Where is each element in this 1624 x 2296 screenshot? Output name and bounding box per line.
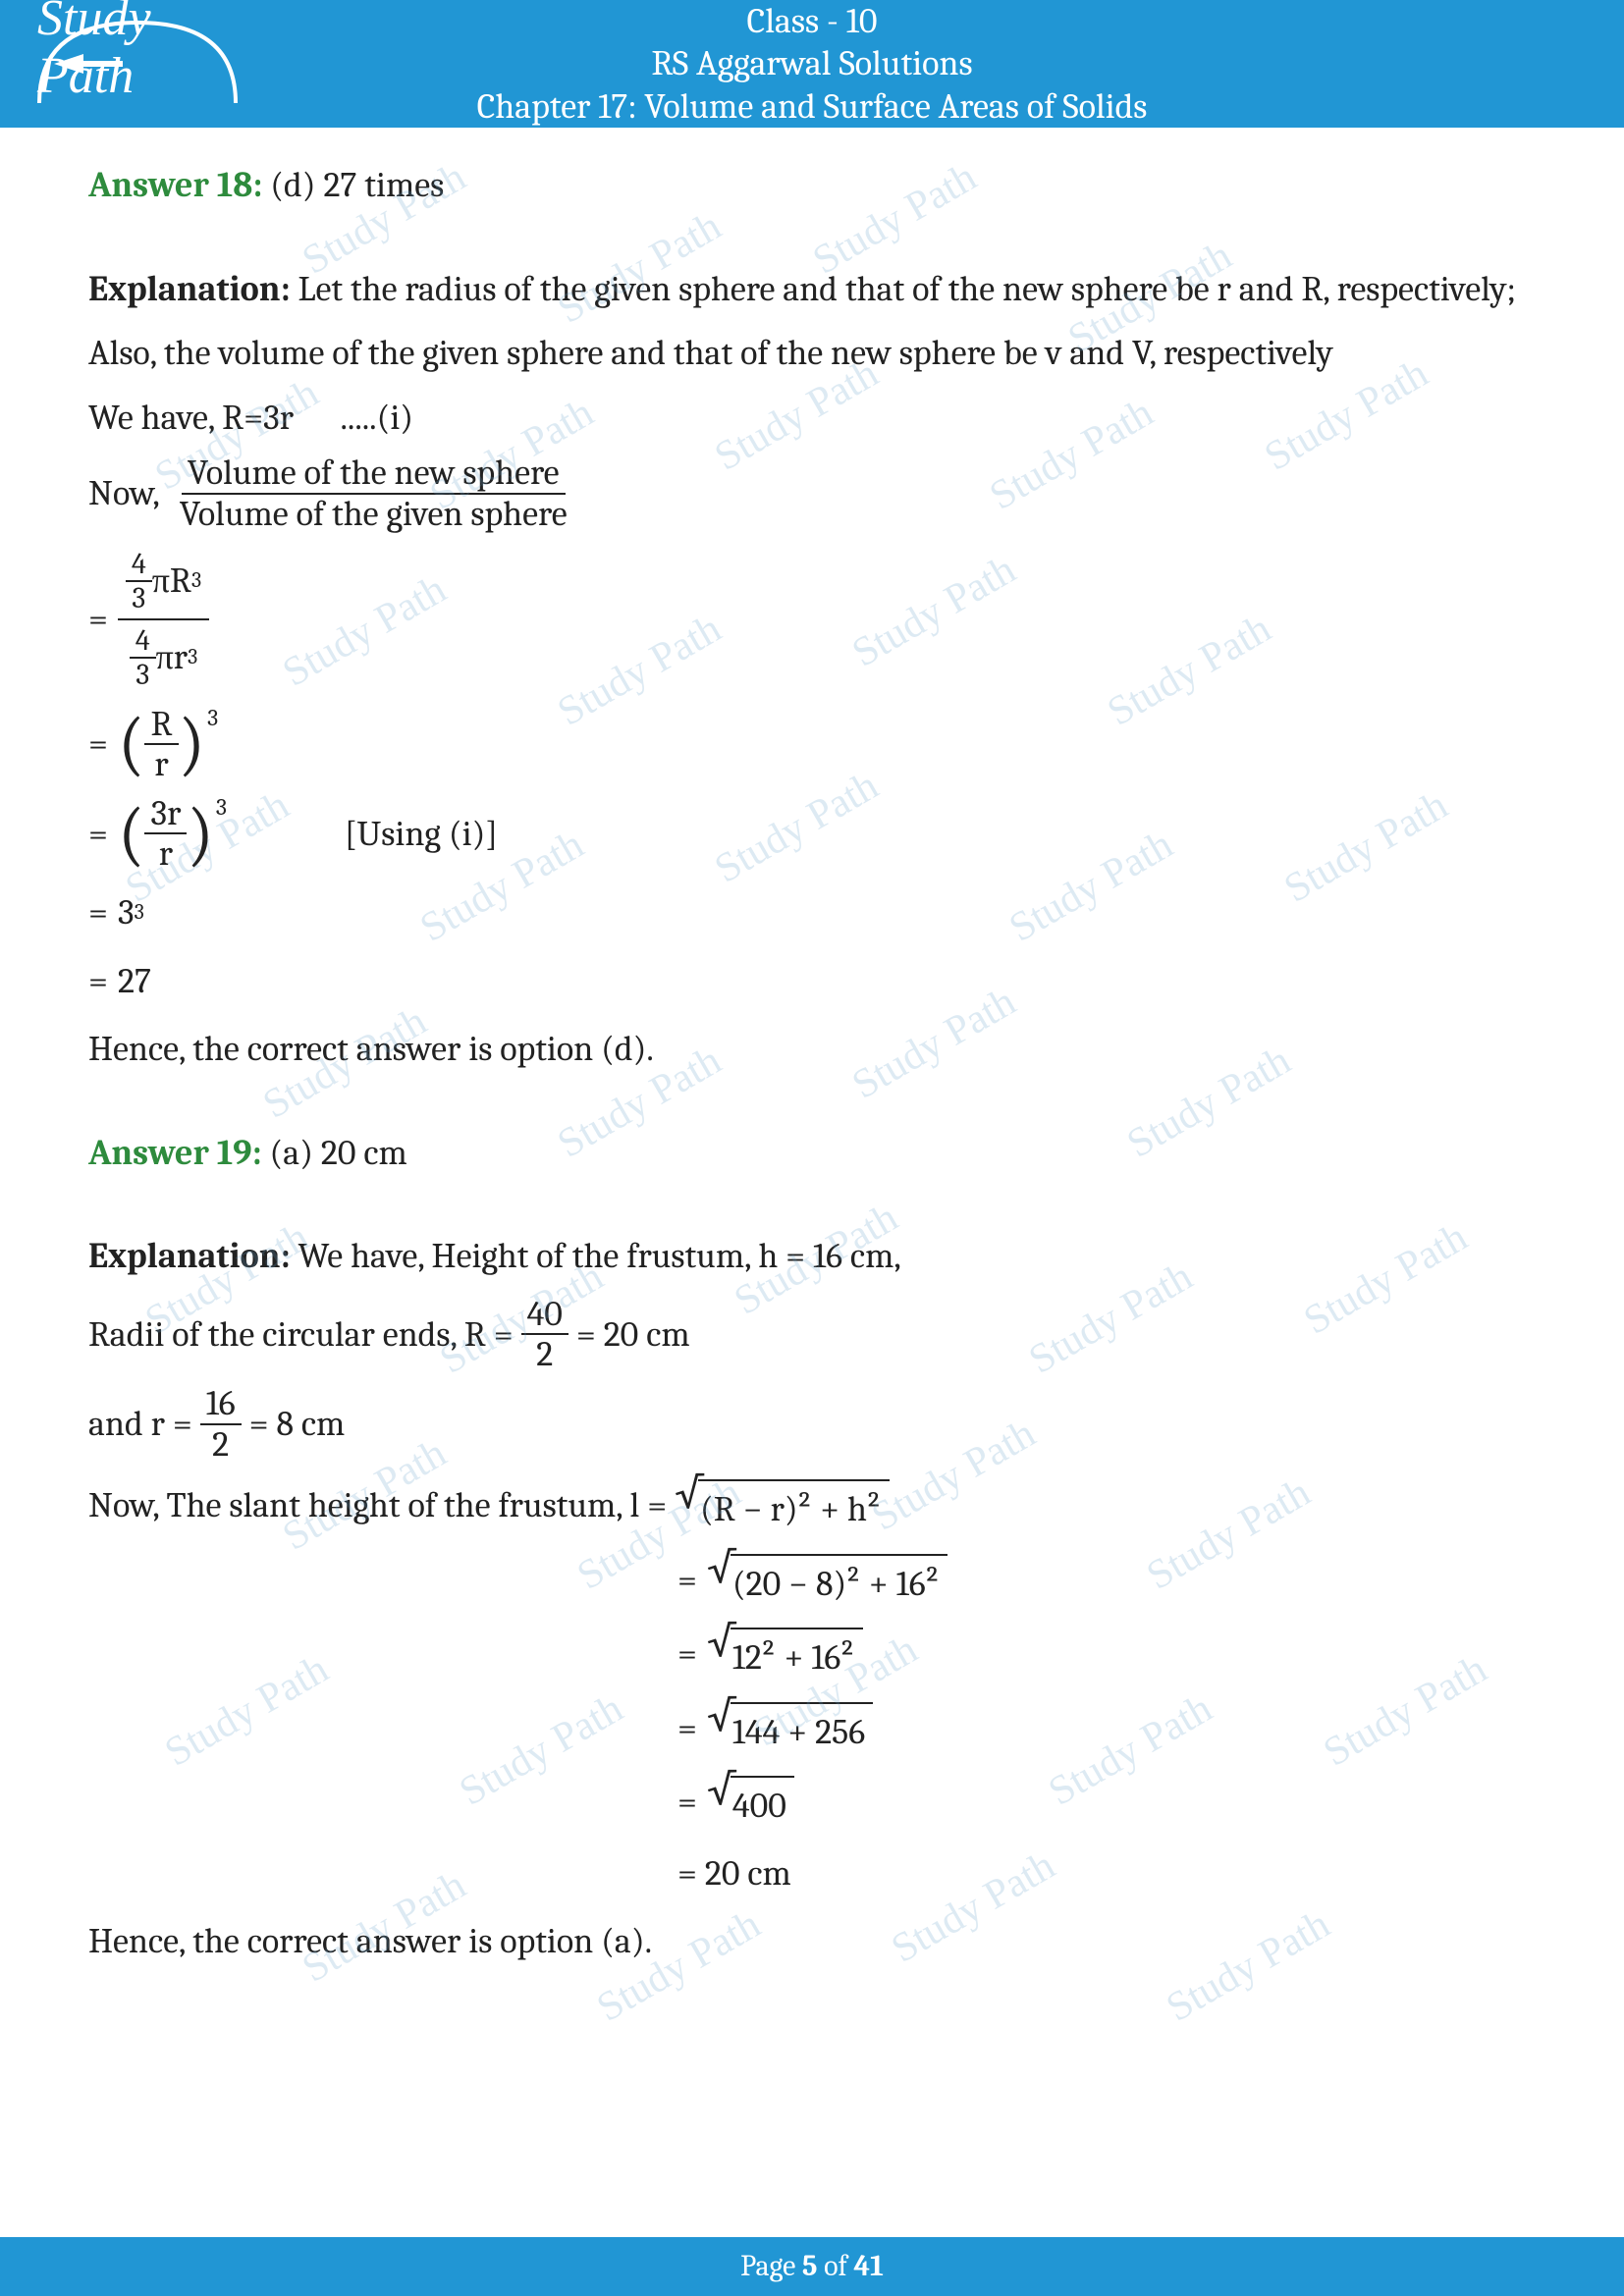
step1-coef-num2: 4 [130, 624, 156, 659]
eq-step5: = 27 [88, 952, 1536, 1011]
exp-18-line3-pre: We have, R=3r [88, 398, 294, 438]
step2-num: R [144, 705, 178, 746]
slant-sqrt1: (R − r)² + h² [698, 1479, 890, 1538]
radii-num: 40 [521, 1295, 568, 1336]
exp-18-line3: We have, R=3r .....(i) [88, 390, 1536, 447]
slant-line3: = √ 12² + 16² [677, 1622, 1536, 1686]
slant-sqrt4: 144 + 256 [731, 1702, 873, 1761]
slant-line2: = √ (20 − 8)² + 16² [677, 1548, 1536, 1613]
logo-text: Study Path [37, 0, 245, 105]
explanation-label: Explanation: [88, 269, 291, 309]
slant-pre: Now, The slant height of the frustum, l … [88, 1477, 667, 1534]
explanation-label-19: Explanation: [88, 1236, 291, 1276]
step4-base: 3 [118, 884, 135, 941]
step3-exp: 3 [216, 788, 227, 826]
step1-num-exp: 3 [191, 563, 201, 598]
r-den: 2 [206, 1425, 235, 1465]
slant-line4: = √ 144 + 256 [677, 1696, 1536, 1761]
ratio-num: Volume of the new sphere [182, 454, 566, 495]
slant-line1: Now, The slant height of the frustum, l … [88, 1473, 1536, 1538]
slant-sqrt5: 400 [731, 1776, 794, 1835]
step4-exp: 3 [135, 895, 144, 930]
ratio-den: Volume of the given sphere [174, 495, 573, 534]
page-content: Study PathStudy PathStudy PathStudy Path… [0, 128, 1624, 1970]
watermark-text: Study Path [447, 1678, 635, 1825]
now-label: Now, [88, 465, 160, 522]
radii-pre: Radii of the circular ends, R = [88, 1307, 514, 1363]
eq-step2: = ( R r ) 3 [88, 705, 1536, 784]
answer-19-conclusion: Hence, the correct answer is option (a). [88, 1913, 1536, 1970]
answer-18-conclusion: Hence, the correct answer is option (d). [88, 1021, 1536, 1078]
radii-post: = 20 cm [576, 1307, 690, 1363]
answer-18-explanation: Explanation: Let the radius of the given… [88, 261, 1536, 318]
step5-val: 27 [118, 953, 151, 1010]
r-post: = 8 cm [249, 1396, 346, 1453]
answer-19-label: Answer 19: [88, 1133, 262, 1173]
step2-den: r [148, 745, 174, 784]
exp-18-line3-tag: .....(i) [340, 398, 413, 438]
answer-19-heading: Answer 19: (a) 20 cm [88, 1125, 1536, 1182]
r-num: 16 [200, 1384, 242, 1425]
page-header: Study Path Class - 10 RS Aggarwal Soluti… [0, 0, 1624, 128]
answer-18-value: (d) 27 times [270, 165, 444, 205]
logo: Study Path [29, 15, 245, 113]
step1-coef-num: 4 [126, 548, 152, 582]
watermark-text: Study Path [152, 1638, 341, 1786]
page-footer: Page 5 of 41 [0, 2237, 1624, 2296]
now-ratio-line: Now, Volume of the new sphere Volume of … [88, 454, 1536, 533]
step1-num-rest: πR [152, 553, 191, 610]
step1-coef-den: 3 [126, 582, 151, 614]
step1-den-exp: 3 [188, 640, 197, 674]
exp-19-line1: We have, Height of the frustum, h = 16 c… [298, 1236, 900, 1276]
footer-num: 5 [802, 2249, 818, 2283]
footer-pre: Page [740, 2249, 802, 2283]
step1-den-rest: πr [156, 629, 188, 686]
exp-18-line2: Also, the volume of the given sphere and… [88, 325, 1536, 382]
step3-den: r [153, 834, 179, 874]
footer-total: 41 [854, 2249, 884, 2283]
step2-exp: 3 [207, 699, 218, 736]
slant-line5: = √ 400 [677, 1770, 1536, 1835]
r-line: and r = 16 2 = 8 cm [88, 1384, 1536, 1464]
radii-line: Radii of the circular ends, R = 40 2 = 2… [88, 1295, 1536, 1374]
answer-19-value: (a) 20 cm [270, 1133, 407, 1173]
eq-step4: = 33 [88, 883, 1536, 942]
step3-num: 3r [144, 794, 187, 835]
footer-mid: of [818, 2249, 854, 2283]
slant-final: = 20 cm [677, 1844, 1536, 1903]
r-pre: and r = [88, 1396, 192, 1453]
answer-18-heading: Answer 18: (d) 27 times [88, 157, 1536, 214]
slant-final-text: = 20 cm [677, 1845, 791, 1902]
eq-step1: = 4 3 πR3 4 3 πr3 [88, 544, 1536, 695]
slant-sqrt3: 12² + 16² [731, 1628, 863, 1686]
radii-den: 2 [530, 1335, 559, 1374]
answer-18-label: Answer 18: [88, 165, 262, 205]
eq-step3: = ( 3r r ) 3 [Using (i)] [88, 794, 1536, 874]
using-note: [Using (i)] [345, 806, 498, 863]
answer-19-explanation: Explanation: We have, Height of the frus… [88, 1228, 1536, 1285]
exp-18-line1: Let the radius of the given sphere and t… [298, 269, 1516, 309]
step1-coef-den2: 3 [130, 659, 155, 691]
slant-sqrt2: (20 − 8)² + 16² [731, 1554, 947, 1613]
